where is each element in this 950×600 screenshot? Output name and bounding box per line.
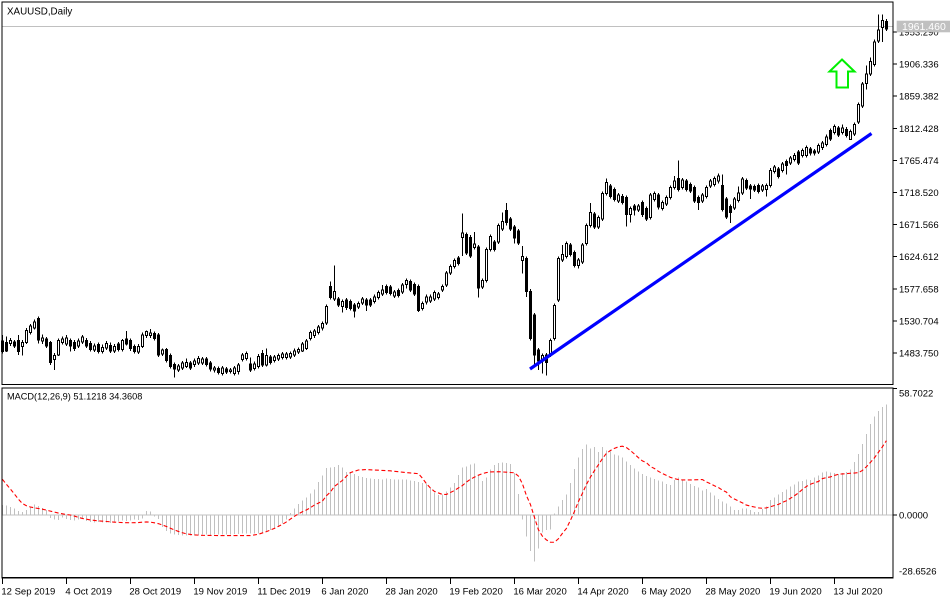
svg-text:1718.520: 1718.520 — [899, 188, 939, 199]
svg-text:6 Jan 2020: 6 Jan 2020 — [321, 587, 368, 598]
svg-text:4 Oct 2019: 4 Oct 2019 — [65, 587, 111, 598]
svg-text:0.0000: 0.0000 — [899, 511, 928, 522]
svg-text:58.7022: 58.7022 — [899, 389, 933, 400]
svg-text:12 Sep 2019: 12 Sep 2019 — [1, 587, 55, 598]
svg-text:1961.460: 1961.460 — [902, 21, 946, 33]
svg-text:14 Apr 2020: 14 Apr 2020 — [577, 587, 628, 598]
svg-text:XAUUSD,Daily: XAUUSD,Daily — [7, 6, 72, 17]
svg-text:13 Jul 2020: 13 Jul 2020 — [833, 587, 882, 598]
svg-text:1859.382: 1859.382 — [899, 92, 939, 103]
svg-text:1530.704: 1530.704 — [899, 316, 939, 327]
svg-text:1765.474: 1765.474 — [899, 156, 939, 167]
svg-text:19 Feb 2020: 19 Feb 2020 — [449, 587, 502, 598]
svg-text:1624.612: 1624.612 — [899, 252, 939, 263]
svg-text:1671.566: 1671.566 — [899, 220, 939, 231]
svg-text:28 Jan 2020: 28 Jan 2020 — [385, 587, 437, 598]
svg-text:1953.290: 1953.290 — [899, 28, 939, 39]
svg-text:MACD(12,26,9) 51.1218 34.3608: MACD(12,26,9) 51.1218 34.3608 — [7, 392, 142, 402]
svg-text:28 Oct 2019: 28 Oct 2019 — [129, 587, 181, 598]
svg-text:11 Dec 2019: 11 Dec 2019 — [257, 587, 310, 598]
svg-text:1483.750: 1483.750 — [899, 349, 939, 360]
svg-text:1906.336: 1906.336 — [899, 60, 939, 71]
svg-text:19 Jun 2020: 19 Jun 2020 — [769, 587, 821, 598]
svg-text:1577.658: 1577.658 — [899, 284, 939, 295]
svg-text:-28.6526: -28.6526 — [899, 567, 937, 578]
svg-text:6 May 2020: 6 May 2020 — [641, 587, 691, 598]
svg-text:1812.428: 1812.428 — [899, 124, 939, 135]
svg-text:19 Nov 2019: 19 Nov 2019 — [193, 587, 247, 598]
svg-text:28 May 2020: 28 May 2020 — [705, 587, 760, 598]
svg-text:16 Mar 2020: 16 Mar 2020 — [513, 587, 566, 598]
